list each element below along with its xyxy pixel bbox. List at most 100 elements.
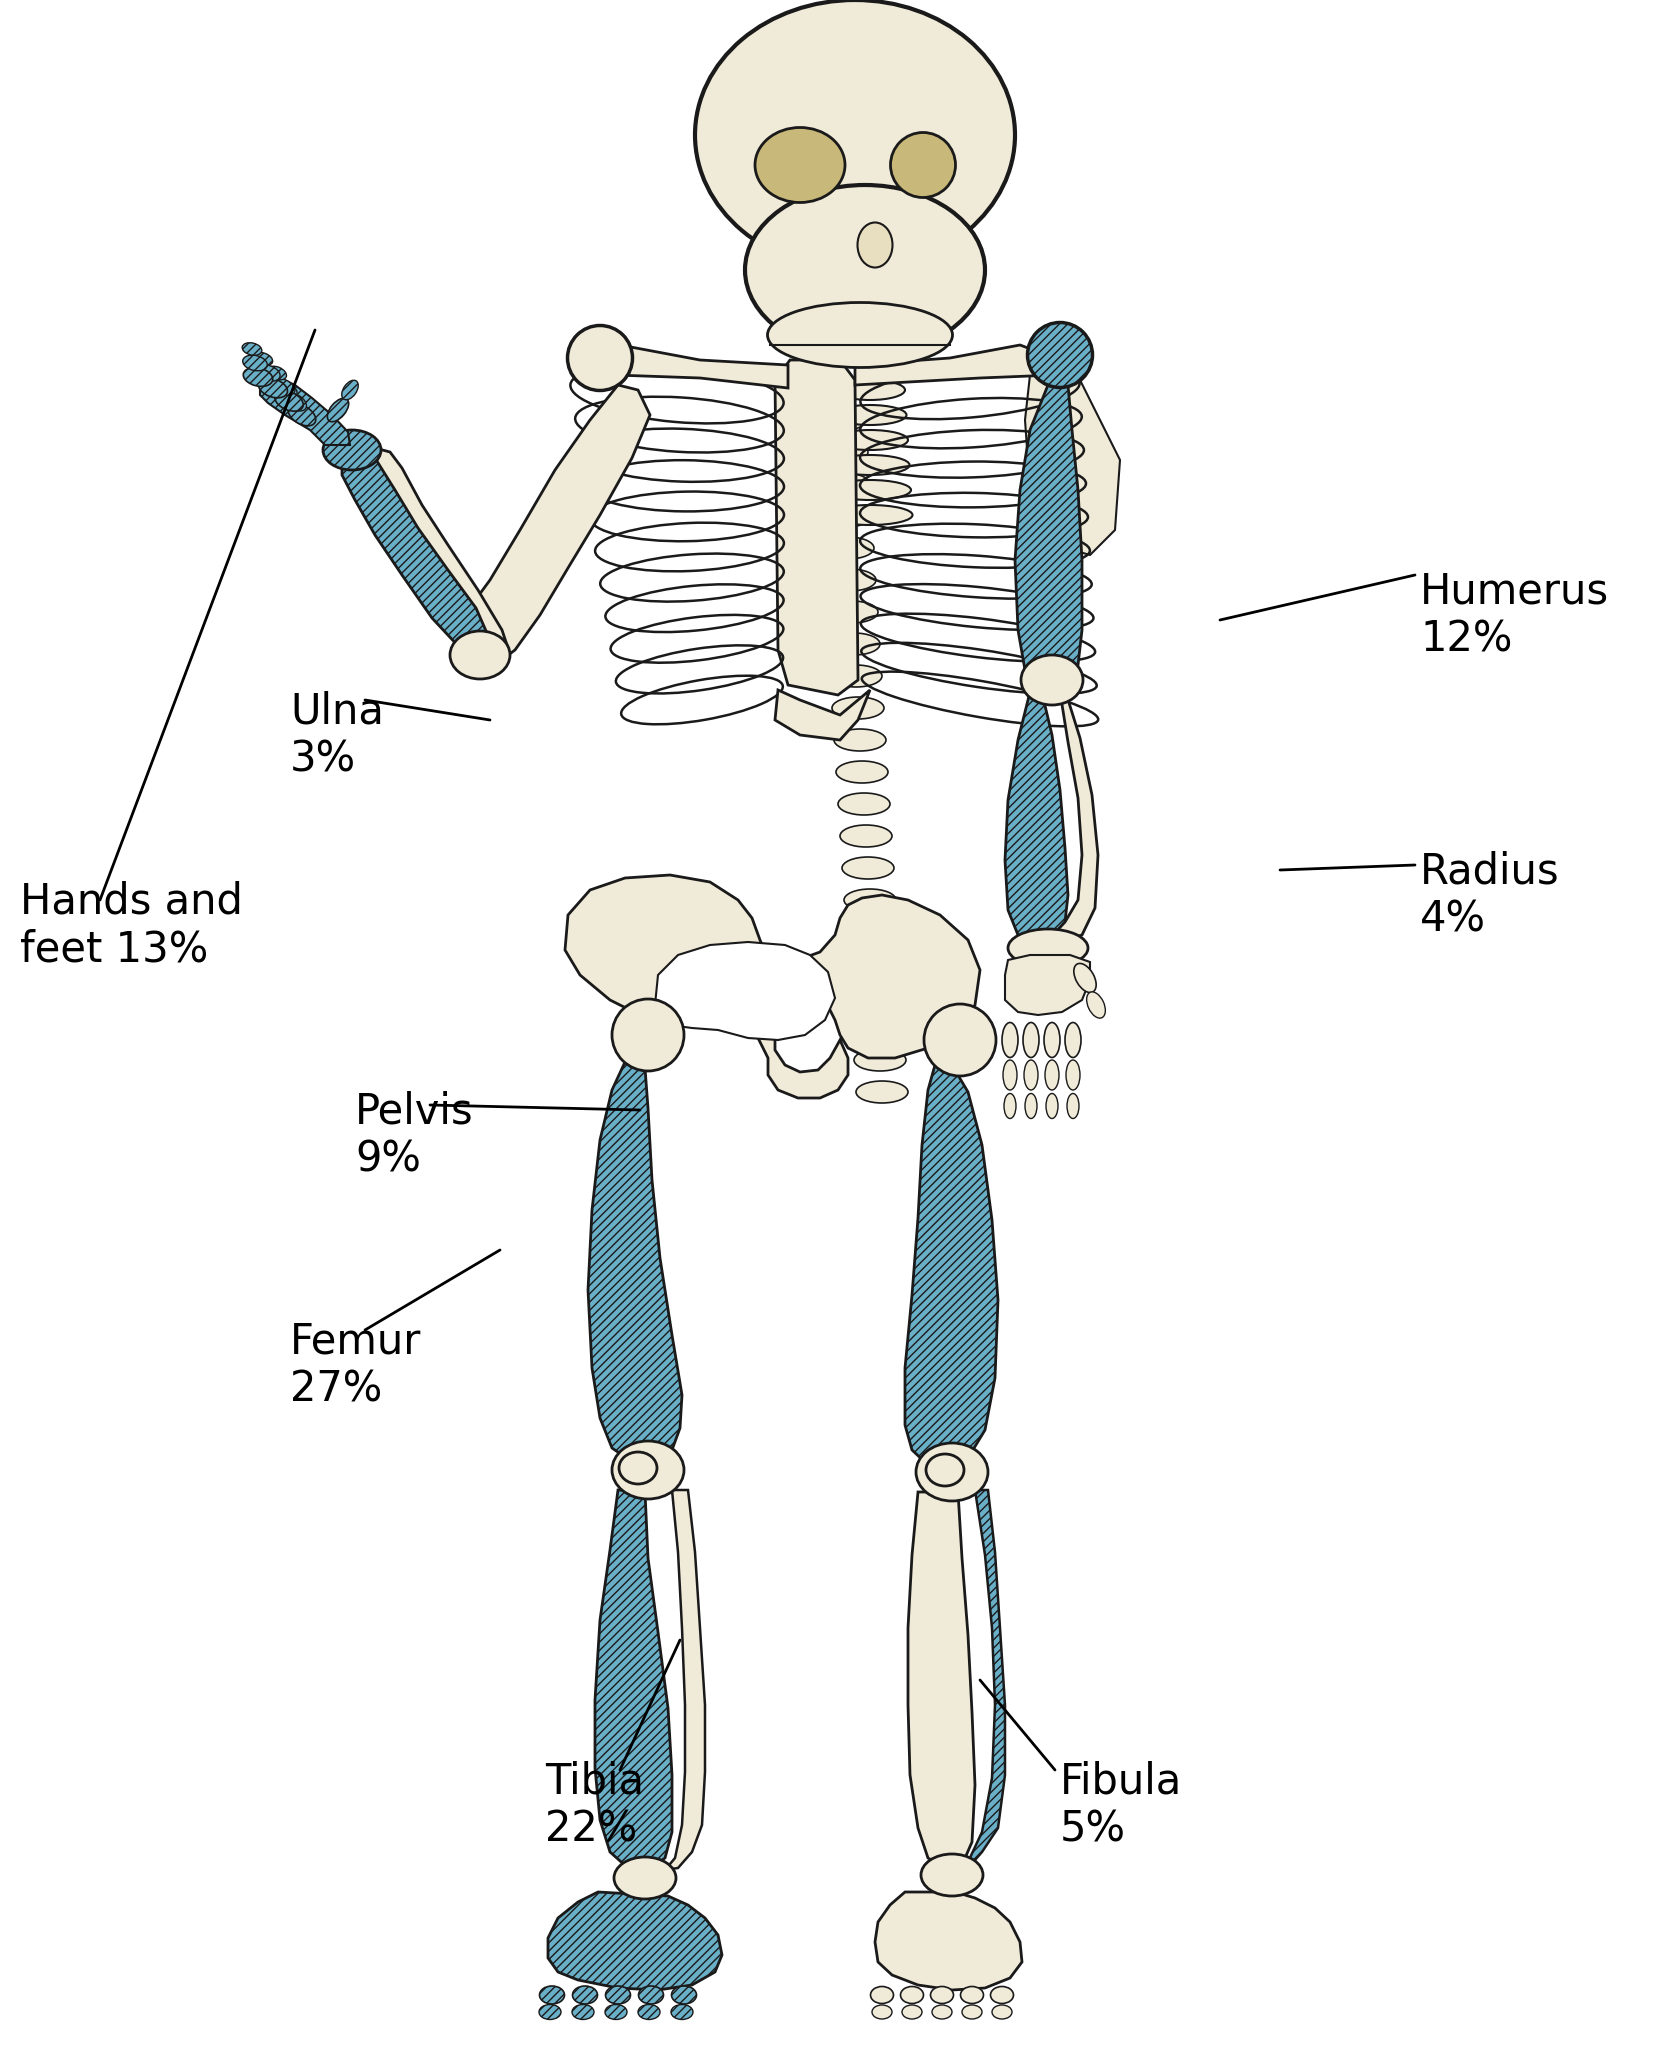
Polygon shape bbox=[909, 1492, 975, 1869]
Ellipse shape bbox=[283, 393, 307, 412]
Ellipse shape bbox=[755, 127, 845, 203]
Text: Ulna
3%: Ulna 3% bbox=[290, 691, 383, 781]
Ellipse shape bbox=[900, 1985, 924, 2004]
Polygon shape bbox=[548, 1891, 722, 1990]
Ellipse shape bbox=[813, 410, 865, 430]
Ellipse shape bbox=[915, 1442, 989, 1502]
Ellipse shape bbox=[253, 352, 273, 365]
Polygon shape bbox=[1025, 361, 1120, 555]
Ellipse shape bbox=[242, 342, 262, 354]
Ellipse shape bbox=[830, 455, 910, 475]
Polygon shape bbox=[342, 449, 490, 647]
Ellipse shape bbox=[835, 379, 905, 400]
Ellipse shape bbox=[1045, 1094, 1059, 1119]
Ellipse shape bbox=[1004, 1059, 1017, 1090]
Ellipse shape bbox=[817, 441, 869, 463]
Ellipse shape bbox=[257, 365, 280, 381]
Polygon shape bbox=[600, 344, 788, 387]
Ellipse shape bbox=[839, 793, 890, 816]
Polygon shape bbox=[875, 1891, 1022, 1990]
Polygon shape bbox=[655, 943, 835, 1041]
Ellipse shape bbox=[278, 383, 297, 398]
Ellipse shape bbox=[960, 1985, 984, 2004]
Ellipse shape bbox=[832, 697, 884, 719]
Ellipse shape bbox=[1044, 1022, 1060, 1057]
Ellipse shape bbox=[842, 856, 894, 879]
Polygon shape bbox=[462, 385, 650, 666]
Ellipse shape bbox=[567, 326, 632, 391]
Polygon shape bbox=[1005, 693, 1069, 943]
Ellipse shape bbox=[1074, 963, 1097, 992]
Ellipse shape bbox=[830, 666, 882, 686]
Ellipse shape bbox=[932, 2006, 952, 2018]
Ellipse shape bbox=[572, 2004, 593, 2020]
Ellipse shape bbox=[870, 1985, 894, 2004]
Ellipse shape bbox=[834, 406, 907, 424]
Ellipse shape bbox=[844, 889, 895, 912]
Ellipse shape bbox=[962, 2006, 982, 2018]
Polygon shape bbox=[855, 344, 1060, 385]
Ellipse shape bbox=[1004, 1094, 1015, 1119]
Ellipse shape bbox=[857, 223, 892, 268]
Ellipse shape bbox=[902, 2006, 922, 2018]
Text: Humerus
12%: Humerus 12% bbox=[1420, 570, 1609, 660]
Ellipse shape bbox=[930, 1985, 954, 2004]
Polygon shape bbox=[565, 875, 980, 1098]
Ellipse shape bbox=[834, 729, 885, 752]
Ellipse shape bbox=[267, 367, 287, 379]
Ellipse shape bbox=[613, 1856, 677, 1899]
Ellipse shape bbox=[992, 2006, 1012, 2018]
Polygon shape bbox=[775, 361, 859, 695]
Ellipse shape bbox=[920, 1854, 984, 1895]
Ellipse shape bbox=[540, 1985, 565, 2004]
Ellipse shape bbox=[832, 430, 909, 451]
Ellipse shape bbox=[243, 354, 267, 371]
Polygon shape bbox=[775, 691, 870, 740]
Polygon shape bbox=[588, 1061, 682, 1463]
Ellipse shape bbox=[890, 133, 955, 197]
Ellipse shape bbox=[605, 2004, 627, 2020]
Ellipse shape bbox=[638, 1985, 663, 2004]
Polygon shape bbox=[358, 449, 508, 647]
Ellipse shape bbox=[272, 379, 295, 395]
Ellipse shape bbox=[1065, 1059, 1080, 1090]
Ellipse shape bbox=[638, 2004, 660, 2020]
Ellipse shape bbox=[1087, 992, 1105, 1018]
Ellipse shape bbox=[854, 1049, 905, 1072]
Ellipse shape bbox=[605, 1985, 630, 2004]
Ellipse shape bbox=[1024, 1059, 1039, 1090]
Ellipse shape bbox=[1020, 656, 1084, 705]
Ellipse shape bbox=[849, 953, 900, 975]
Ellipse shape bbox=[840, 826, 892, 846]
Polygon shape bbox=[1052, 691, 1099, 940]
Ellipse shape bbox=[835, 760, 889, 783]
Ellipse shape bbox=[820, 504, 872, 527]
Ellipse shape bbox=[572, 1985, 597, 2004]
Ellipse shape bbox=[924, 1004, 995, 1076]
Ellipse shape bbox=[925, 1455, 964, 1486]
Ellipse shape bbox=[827, 600, 879, 623]
Ellipse shape bbox=[258, 379, 287, 398]
Ellipse shape bbox=[850, 986, 902, 1006]
Ellipse shape bbox=[823, 570, 875, 590]
Ellipse shape bbox=[288, 404, 315, 426]
Ellipse shape bbox=[990, 1985, 1014, 2004]
Text: Fibula
5%: Fibula 5% bbox=[1060, 1760, 1182, 1850]
Ellipse shape bbox=[855, 1082, 909, 1102]
Polygon shape bbox=[905, 1065, 999, 1467]
Ellipse shape bbox=[1027, 322, 1092, 387]
Text: Hands and
feet 13%: Hands and feet 13% bbox=[20, 879, 243, 971]
Text: Tibia
22%: Tibia 22% bbox=[545, 1760, 643, 1850]
Ellipse shape bbox=[538, 2004, 562, 2020]
Ellipse shape bbox=[327, 398, 348, 422]
Ellipse shape bbox=[672, 1985, 697, 2004]
Ellipse shape bbox=[618, 1453, 657, 1483]
Ellipse shape bbox=[1002, 1022, 1019, 1057]
Ellipse shape bbox=[1024, 1022, 1039, 1057]
Ellipse shape bbox=[1009, 928, 1089, 967]
Ellipse shape bbox=[767, 303, 952, 367]
Ellipse shape bbox=[323, 430, 382, 469]
Text: Femur
27%: Femur 27% bbox=[290, 1320, 422, 1410]
Ellipse shape bbox=[1065, 1022, 1080, 1057]
Ellipse shape bbox=[827, 504, 912, 525]
